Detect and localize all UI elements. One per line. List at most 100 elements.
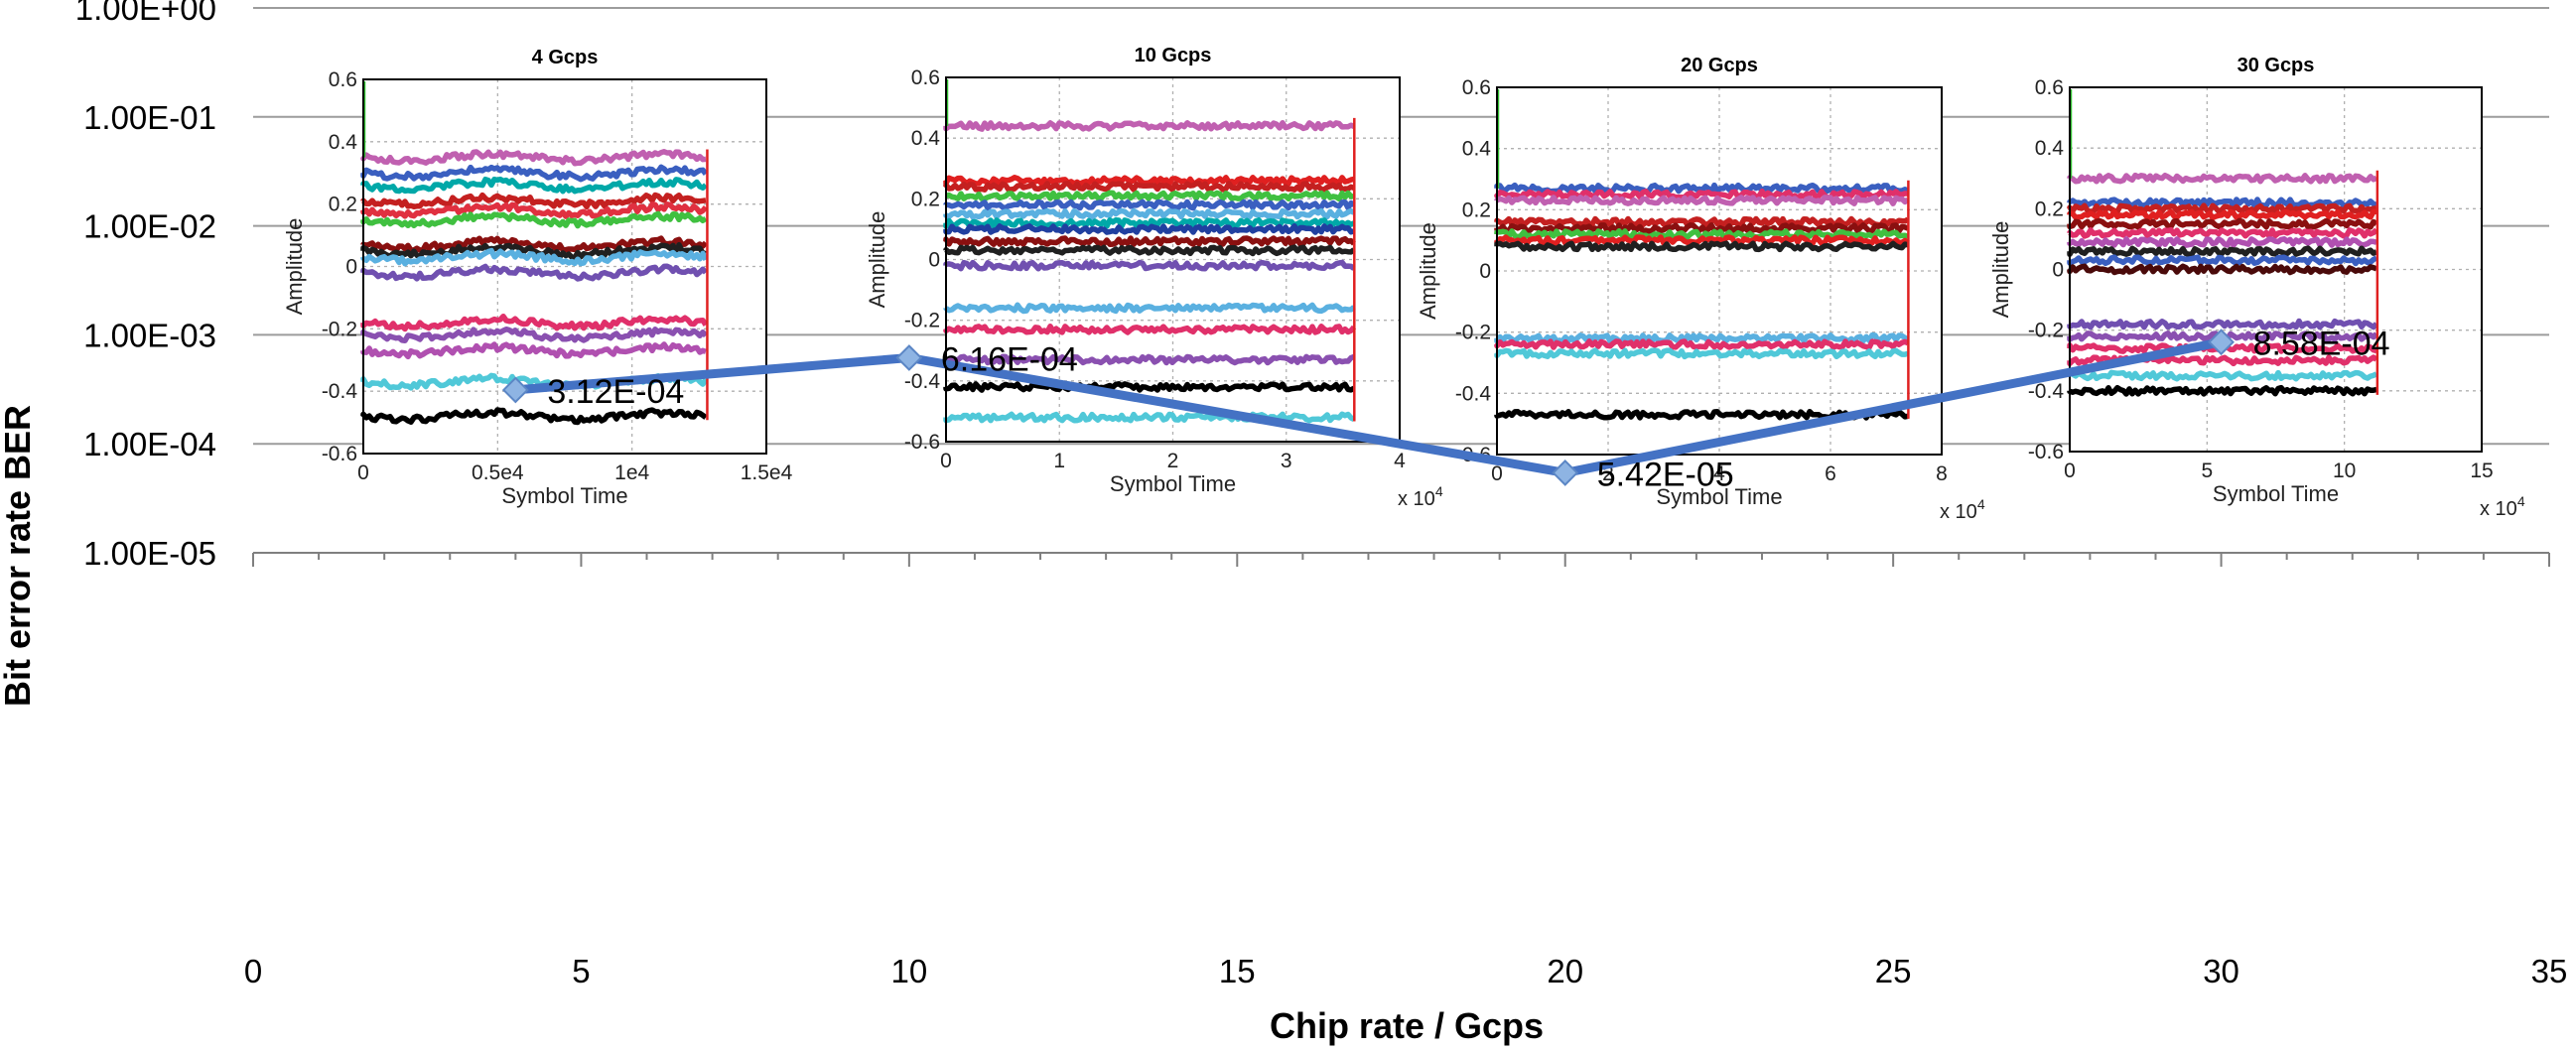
inset-y-tick-label: 0.6 [1462, 76, 1491, 99]
inset-trace [2067, 202, 2377, 215]
inset-plot: 0 5 10 15 0.6 0.4 0.2 0 -0.2 -0.4 -0.6 30 Gcps Symbo… [1988, 55, 2525, 520]
inset-trace [1494, 182, 1910, 195]
inset-trace [943, 302, 1356, 315]
inset-y-label: Amplitude [1988, 221, 2013, 319]
y-tick-label: 1.00E-03 [83, 317, 216, 353]
inset-y-tick-label: 0.2 [329, 194, 357, 216]
x-axis-label: Chip rate / Gcps [1270, 1005, 1544, 1046]
y-tick-label: 1.00E-01 [83, 99, 216, 136]
inset-trace [2067, 369, 2378, 382]
ber-point [895, 344, 923, 371]
inset-x-tick-label: 1e4 [614, 461, 649, 484]
x-tick-label: 20 [1547, 953, 1583, 989]
inset-x-multiplier: x 104 [2480, 493, 2525, 520]
y-axis-label: Bit error rate BER [0, 405, 38, 707]
inset-x-tick-label: 8 [1936, 462, 1948, 485]
inset-trace [2067, 254, 2378, 267]
inset-trace [943, 120, 1356, 132]
x-tick-label: 5 [572, 953, 590, 989]
inset-x-label: Symbol Time [1110, 471, 1236, 496]
inset-y-label: Amplitude [282, 218, 307, 316]
inset-x-tick-label: 6 [1825, 462, 1836, 485]
inset-trace [1494, 234, 1910, 247]
inset-trace [360, 235, 709, 253]
main-axes: 1.00E+00 1.00E-01 1.00E-02 1.00E-03 1.00E-04… [75, 0, 2568, 989]
inset-x-multiplier: x 104 [1940, 496, 1985, 523]
inset-y-label: Amplitude [865, 211, 889, 309]
inset-trace [2067, 197, 2377, 208]
inset-frame [362, 78, 767, 455]
inset-trace [1494, 347, 1909, 360]
inset-trace [360, 192, 707, 210]
inset-y-tick-label: 0.4 [911, 127, 941, 150]
inset-y-tick-label: 0.4 [1462, 138, 1492, 161]
ber-point [501, 376, 529, 404]
y-tick-label: 1.00E-05 [83, 535, 216, 572]
inset-trace [360, 326, 709, 344]
inset-y-tick-label: 0.6 [911, 66, 940, 89]
inset-trace [943, 181, 1355, 193]
inset-trace [2067, 318, 2379, 330]
ber-line [514, 337, 2223, 477]
inset-y-tick-label: 0.2 [2035, 197, 2064, 220]
inset-x-tick-label: 1.5e4 [741, 461, 793, 484]
inset-frame [2069, 86, 2483, 453]
inset-y-tick-label: 0 [928, 249, 940, 272]
inset-y-tick-label: 0.2 [1462, 198, 1491, 221]
inset-y-tick-label: 0.2 [911, 188, 940, 210]
inset-trace [2067, 226, 2378, 239]
inset-trace [360, 407, 708, 426]
inset-trace [943, 207, 1356, 220]
inset-trace [360, 241, 707, 261]
inset-trace [943, 175, 1355, 187]
inset-trace [943, 353, 1356, 366]
inset-trace [360, 247, 709, 267]
inset-trace [943, 381, 1356, 393]
x-tick-label: 35 [2531, 953, 2568, 989]
inset-y-tick-label: -0.6 [904, 431, 940, 454]
inset-trace [2067, 236, 2377, 248]
inset-x-tick-label: 3 [1281, 450, 1292, 472]
inset-trace [943, 411, 1356, 424]
ber-data-label: 8.58E-04 [2253, 326, 2390, 363]
inset-x-tick-label: 1 [1053, 450, 1065, 472]
ber-data-label: 3.12E-04 [547, 373, 684, 411]
inset-y-label: Amplitude [1416, 222, 1440, 320]
inset-y-tick-label: -0.2 [904, 310, 940, 332]
inset-y-tick-label: -0.6 [322, 443, 357, 465]
inset-y-tick-label: 0.4 [329, 131, 358, 154]
inset-trace [2067, 245, 2378, 258]
inset-plot: 0 2 4 6 80.60.40.20-0.2-0.4-0.620 GcpsSymbol… [1416, 55, 1985, 523]
inset-x-tick-label: 10 [2333, 460, 2356, 482]
inset-plot: 0 0.5e4 1e4 1.5e4 0.6 0.4 0.2 0 -0.2 -0.4 -0.6 4 Gc… [282, 47, 793, 508]
inset-trace [943, 244, 1356, 257]
inset-y-tick-label: -0.2 [2028, 320, 2064, 342]
inset-trace [360, 176, 708, 195]
ber-point [2208, 328, 2235, 356]
inset-trace [360, 313, 709, 332]
inset-trace [943, 222, 1355, 235]
inset-frame [1496, 86, 1943, 456]
inset-trace [2067, 217, 2378, 230]
inset-trace [360, 201, 709, 219]
inset-trace [2067, 263, 2377, 276]
inset-trace [2067, 384, 2377, 397]
inset-y-tick-label: -0.4 [904, 370, 941, 393]
inset-y-tick-label: -0.6 [2028, 441, 2064, 463]
inset-x-multiplier: x 104 [1398, 483, 1443, 510]
inset-trace [1494, 338, 1910, 350]
insets: 0 0.5e4 1e4 1.5e4 0.6 0.4 0.2 0 -0.2 -0.4 -0.6 4 Gc… [282, 45, 2525, 523]
x-tick-label: 25 [1875, 953, 1912, 989]
inset-x-tick-label: 0.5e4 [472, 461, 524, 484]
inset-y-tick-label: 0.6 [329, 68, 357, 91]
inset-x-tick-label: 0 [1491, 462, 1503, 485]
inset-x-label: Symbol Time [501, 483, 627, 508]
inset-y-tick-label: -0.2 [322, 318, 357, 340]
inset-x-tick-label: 4 [1713, 462, 1725, 485]
main-series: 3.12E-046.16E-045.42E-058.58E-04 [501, 326, 2390, 493]
inset-y-tick-label: -0.4 [322, 380, 358, 403]
y-tick-label: 1.00E-02 [83, 208, 216, 245]
ber-point [1552, 459, 1579, 486]
inset-y-tick-label: 0.4 [2035, 137, 2065, 160]
inset-trace [943, 235, 1356, 248]
